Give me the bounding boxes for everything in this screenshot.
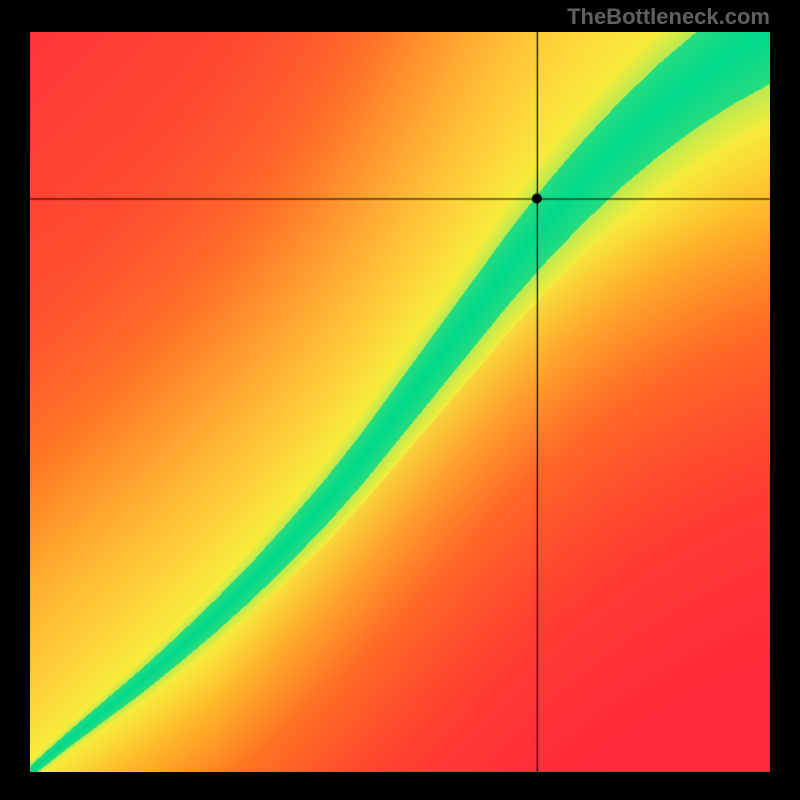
heatmap-plot bbox=[30, 32, 770, 772]
watermark-text: TheBottleneck.com bbox=[567, 4, 770, 30]
heatmap-canvas bbox=[30, 32, 770, 772]
